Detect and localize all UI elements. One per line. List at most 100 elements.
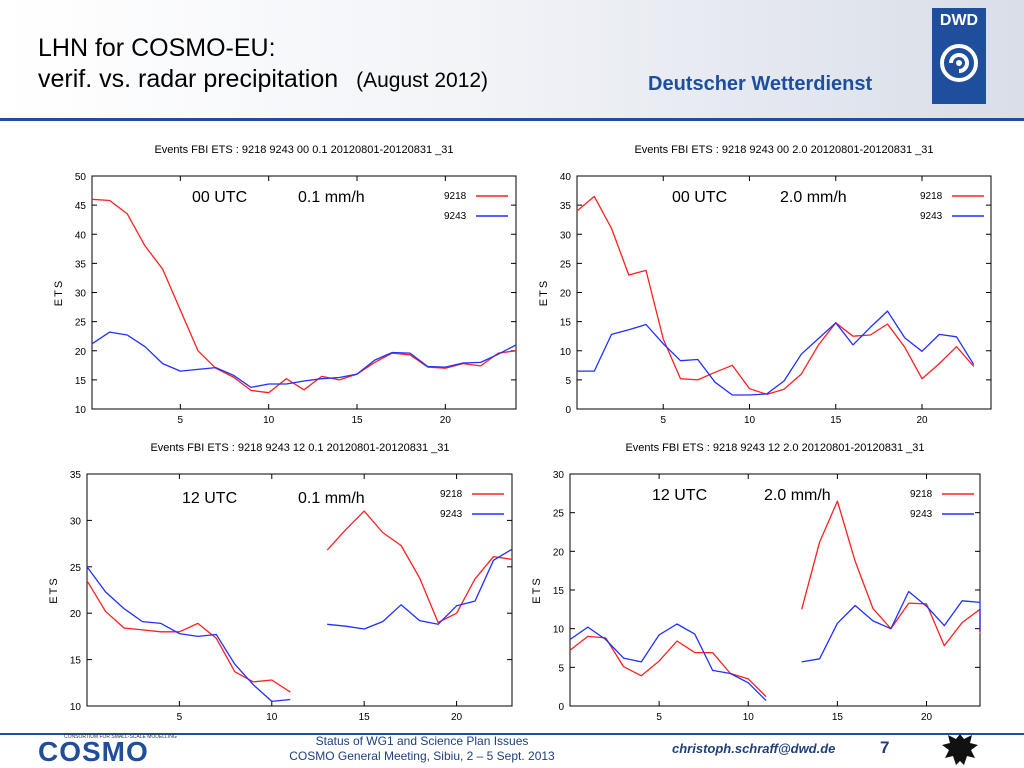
title-line-1: LHN for COSMO-EU:	[38, 34, 276, 62]
x-tick-label: 5	[177, 712, 183, 723]
y-tick-label: 15	[553, 586, 565, 597]
y-tick-label: 30	[75, 289, 87, 300]
annotation-time: 12 UTC	[182, 490, 237, 507]
y-tick-label: 35	[560, 201, 572, 212]
y-tick-label: 35	[75, 259, 87, 270]
legend-label: 9218	[920, 191, 943, 202]
x-tick-label: 15	[351, 415, 363, 426]
x-tick-label: 10	[263, 415, 275, 426]
y-tick-label: 20	[560, 289, 572, 300]
y-tick-label: 30	[70, 516, 82, 527]
x-tick-label: 20	[440, 415, 452, 426]
dwd-swirl-icon	[940, 44, 978, 82]
annotation-time: 12 UTC	[652, 487, 707, 504]
annotation-threshold: 0.1 mm/h	[298, 189, 365, 206]
brand-name: Deutscher Wetterdienst	[648, 73, 873, 95]
x-tick-label: 10	[266, 712, 278, 723]
annotation-threshold: 0.1 mm/h	[298, 490, 365, 507]
x-tick-label: 20	[921, 712, 933, 723]
y-tick-label: 20	[553, 547, 565, 558]
y-tick-label: 5	[558, 663, 564, 674]
chart-title: Events FBI ETS : 9218 9243 12 2.0 201208…	[625, 442, 924, 454]
y-tick-label: 0	[565, 405, 571, 416]
plot-frame	[576, 175, 992, 410]
y-tick-label: 20	[70, 609, 82, 620]
y-tick-label: 25	[553, 509, 565, 520]
legend-label: 9243	[920, 211, 943, 222]
y-tick-label: 35	[70, 470, 82, 481]
legend-label: 9218	[444, 191, 467, 202]
slide-title: LHN for COSMO-EU: verif. vs. radar preci…	[38, 33, 488, 96]
x-tick-label: 15	[359, 712, 371, 723]
cosmo-logo: CONSORTIUM FOR SMALL-SCALE MODELLING COS…	[38, 734, 178, 767]
y-tick-label: 15	[560, 318, 572, 329]
y-axis-label: ETS	[531, 576, 543, 603]
slide-header	[0, 0, 1024, 118]
x-tick-label: 20	[451, 712, 463, 723]
x-tick-label: 5	[178, 415, 184, 426]
y-tick-label: 10	[75, 405, 87, 416]
y-axis-label: ETS	[538, 279, 550, 306]
chart-title: Events FBI ETS : 9218 9243 12 0.1 201208…	[150, 442, 449, 454]
series-line-9218	[576, 195, 975, 396]
series-line-9218	[86, 580, 291, 693]
dwd-logo: DWD	[932, 8, 986, 104]
header-divider	[0, 118, 1024, 121]
title-date: (August 2012)	[356, 69, 489, 92]
legend-label: 9218	[440, 489, 463, 500]
footer-meeting-info: Status of WG1 and Science Plan Issues CO…	[222, 734, 622, 764]
x-tick-label: 10	[744, 415, 756, 426]
x-tick-label: 20	[916, 415, 928, 426]
annotation-time: 00 UTC	[192, 189, 247, 206]
page-number: 7	[880, 738, 890, 757]
chart-title: Events FBI ETS : 9218 9243 00 2.0 201208…	[634, 144, 933, 156]
y-axis-label: ETS	[48, 576, 60, 603]
cosmo-logo-text: COSMO	[38, 736, 149, 767]
charts-canvas: Events FBI ETS : 9218 9243 00 0.1 201208…	[48, 144, 992, 723]
y-tick-label: 40	[560, 172, 572, 183]
series-line-9218	[326, 510, 513, 624]
footer-email: christoph.schraff@dwd.de	[672, 741, 836, 756]
series-line-9243	[91, 331, 517, 389]
series-line-9243	[577, 310, 975, 396]
legend-label: 9243	[440, 509, 463, 520]
x-tick-label: 15	[830, 415, 842, 426]
footer-line-1: Status of WG1 and Science Plan Issues	[315, 734, 529, 748]
legend-label: 9243	[444, 211, 467, 222]
annotation-time: 00 UTC	[672, 189, 727, 206]
y-tick-label: 10	[553, 625, 565, 636]
series-line-9243	[569, 623, 767, 702]
footer-divider	[0, 733, 1024, 735]
y-tick-label: 0	[558, 702, 564, 713]
y-tick-label: 25	[70, 563, 82, 574]
y-tick-label: 30	[560, 230, 572, 241]
logo-text: DWD	[939, 12, 979, 29]
legend-label: 9218	[910, 489, 933, 500]
x-tick-label: 10	[743, 712, 755, 723]
y-tick-label: 50	[75, 172, 87, 183]
series-line-9218	[801, 500, 981, 647]
y-tick-label: 15	[70, 656, 82, 667]
x-tick-label: 5	[656, 712, 662, 723]
y-tick-label: 5	[565, 376, 571, 387]
footer-line-2: COSMO General Meeting, Sibiu, 2 – 5 Sept…	[289, 749, 555, 763]
federal-eagle-icon	[942, 734, 978, 765]
title-line-2: verif. vs. radar precipitation (August 20…	[38, 64, 488, 96]
y-tick-label: 45	[75, 201, 87, 212]
plot-frame	[86, 473, 513, 707]
y-tick-label: 40	[75, 230, 87, 241]
cosmo-tagline: CONSORTIUM FOR SMALL-SCALE MODELLING	[64, 734, 177, 740]
legend-label: 9243	[910, 509, 933, 520]
y-tick-label: 15	[75, 376, 87, 387]
series-line-9218	[91, 198, 517, 394]
x-tick-label: 15	[832, 712, 844, 723]
x-tick-label: 5	[660, 415, 666, 426]
chart-title: Events FBI ETS : 9218 9243 00 0.1 201208…	[154, 144, 453, 156]
y-tick-label: 10	[70, 702, 82, 713]
series-line-9243	[801, 590, 981, 663]
series-line-9243	[86, 566, 291, 703]
y-tick-label: 10	[560, 347, 572, 358]
slide-footer	[0, 735, 1024, 768]
y-tick-label: 30	[553, 470, 565, 481]
title-line-2-text: verif. vs. radar precipitation	[38, 65, 339, 93]
